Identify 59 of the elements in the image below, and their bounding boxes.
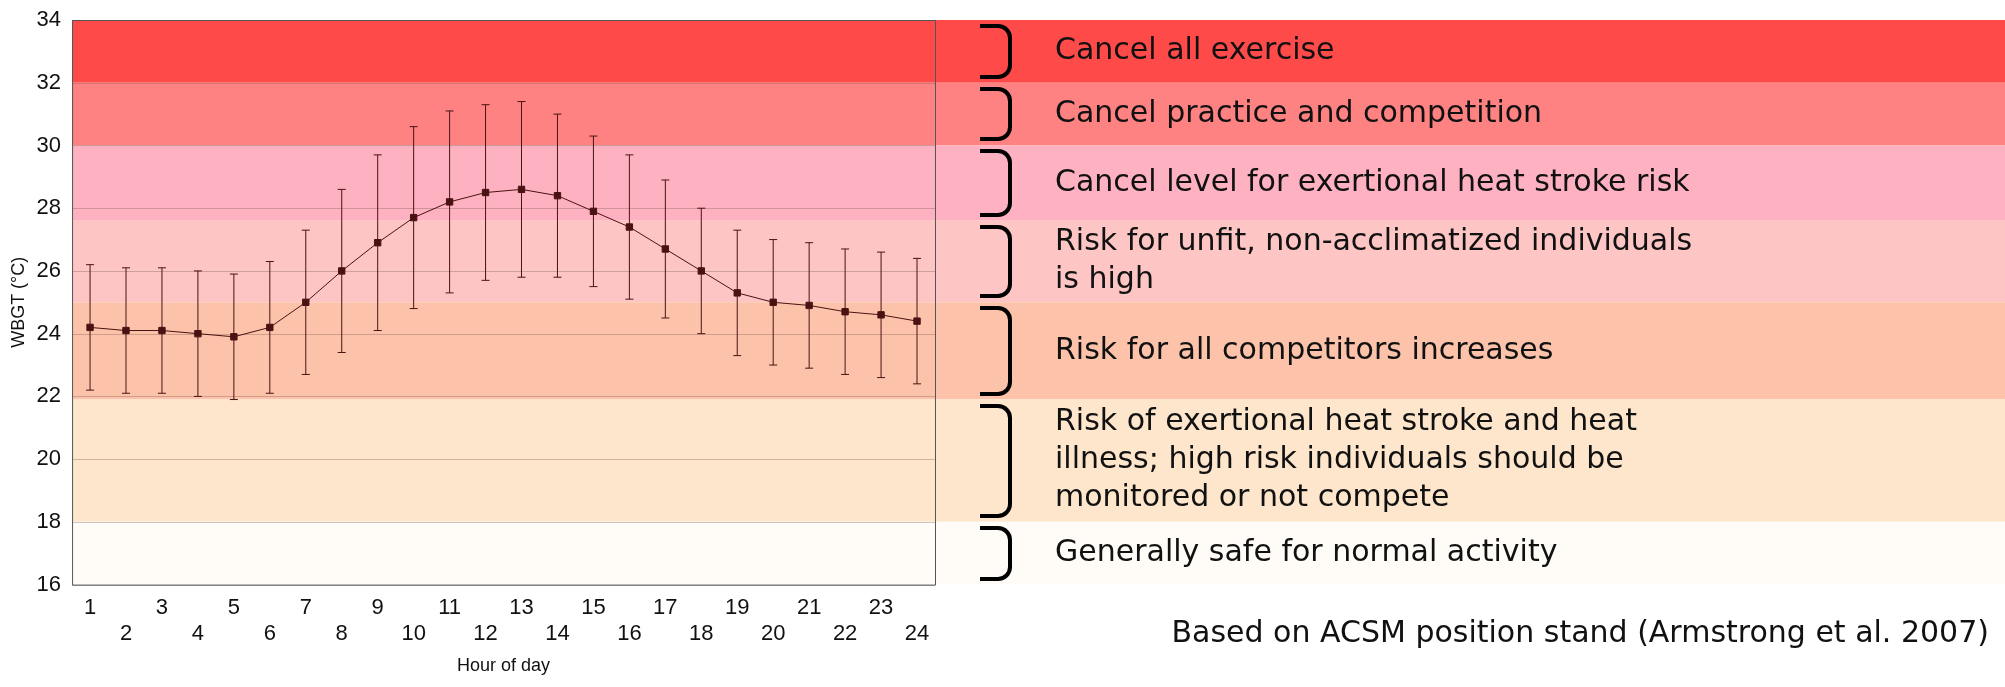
x-tick-label: 4 [191, 620, 205, 646]
y-tick-label: 30 [36, 131, 62, 157]
x-tick-label: 3 [155, 593, 169, 619]
band-label: Risk for all competitors increases [1055, 330, 1554, 366]
point [445, 198, 454, 206]
point [230, 333, 238, 341]
point [733, 289, 741, 297]
x-tick-label: 2 [119, 620, 133, 646]
point [841, 308, 849, 316]
x-tick-label: 8 [335, 620, 348, 646]
x-tick-label: 7 [299, 593, 312, 619]
point [266, 323, 274, 332]
x-tick-label: 13 [509, 593, 534, 619]
y-tick-label: 20 [36, 445, 62, 471]
band-label: Generally safe for normal activity [1055, 533, 1558, 569]
point [697, 267, 705, 275]
text: Based on ACSM position stand (Armstrong et al. 2007) [1171, 614, 1989, 650]
y-tick-label: 28 [36, 194, 62, 220]
point [374, 239, 382, 247]
x-tick-label: 16 [617, 620, 642, 646]
band-label: Risk of exertional heat stroke and heat illness; high risk individuals should be monitored or not compete [1055, 402, 1638, 514]
x-tick-label: 19 [725, 593, 750, 619]
x-tick-label: 10 [401, 620, 426, 646]
point [625, 223, 634, 231]
y-tick-label: 18 [36, 507, 62, 533]
y-tick-label: 16 [36, 570, 62, 596]
band-label: Cancel all exercise [1055, 31, 1335, 67]
x-tick-label: 6 [263, 620, 276, 646]
x-tick-label: 5 [227, 593, 240, 619]
x-tick-label: 18 [689, 620, 714, 646]
x-tick-label: 20 [760, 620, 786, 646]
x-tick-label: 11 [438, 593, 462, 619]
x-tick-label: 12 [473, 620, 498, 646]
x-tick-label: 21 [796, 593, 822, 619]
x-tick-label: 14 [545, 620, 570, 646]
x-tick-label: 15 [581, 593, 606, 619]
point [769, 298, 777, 306]
point [805, 301, 813, 310]
y-axis-title: WBGT (°C) [7, 256, 28, 348]
y-tick-label: 32 [36, 68, 62, 94]
point [877, 311, 885, 319]
band-label: Cancel practice and competition [1055, 93, 1543, 129]
point [661, 245, 670, 253]
y-tick-label: 24 [36, 319, 62, 345]
y-tick-label: 22 [36, 382, 62, 408]
x-tick-label: 23 [868, 593, 894, 619]
x-tick-label: 24 [904, 620, 930, 646]
band-label: Cancel level for exertional heat stroke risk [1055, 162, 1691, 198]
band-label: Risk for unfit, non-acclimatized individuals is high [1055, 222, 1693, 296]
x-tick-label: 9 [371, 593, 384, 619]
x-axis-title: Hour of day [457, 655, 551, 676]
y-tick-label: 26 [36, 257, 62, 282]
point [302, 298, 310, 306]
y-tick-label: 34 [36, 6, 62, 32]
x-tick-label: 1 [83, 593, 97, 619]
point [913, 317, 921, 325]
x-tick-label: 17 [653, 593, 678, 619]
x-tick-label: 22 [832, 620, 858, 646]
point [338, 267, 346, 275]
